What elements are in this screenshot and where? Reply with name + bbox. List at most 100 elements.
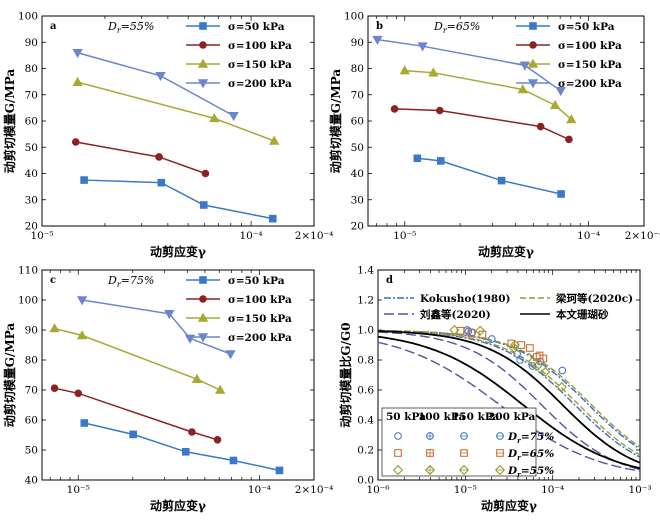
reference-curve [377, 335, 641, 470]
data-point [497, 176, 506, 185]
data-point [228, 111, 239, 122]
data-point [80, 176, 88, 184]
x-axis-label: 动剪应变γ [150, 244, 206, 259]
series-line [75, 141, 206, 175]
legend-marker [494, 464, 506, 476]
reference-curve [377, 330, 641, 458]
data-point [549, 99, 561, 110]
legend-label: σ=50 kPa [558, 21, 615, 33]
marker-legend-row-label: Dr=55% [507, 465, 554, 479]
legend-label: σ=150 kPa [228, 59, 292, 71]
legend-marker [199, 22, 207, 30]
legend-label: σ=100 kPa [558, 40, 622, 52]
y-tick-label: 90 [351, 37, 364, 49]
x-tick-label: 10⁻⁵ [67, 484, 90, 496]
panel-c: 40 50 60 70 80 90 100 110 10⁻⁵ 10⁻⁴ 2×10⁻⁴ 动剪应变γ 动剪切… [2, 265, 333, 514]
y-tick-label: 40 [351, 168, 364, 180]
y-tick-label: 60 [351, 116, 364, 128]
data-point [519, 61, 531, 71]
data-point [129, 430, 137, 439]
legend-label: σ=50 kPa [228, 275, 285, 287]
x-axis-label: 动剪应变γ [478, 244, 534, 259]
y-tick-label: 60 [25, 415, 38, 427]
x-tick-label: 10⁻⁵ [393, 230, 416, 242]
data-point [557, 190, 565, 198]
panel-letter: d [386, 275, 393, 286]
y-tick-label: 90 [25, 325, 38, 337]
legend-label: 梁珂等(2020c) [555, 292, 633, 305]
y-tick-label: 100 [18, 11, 38, 23]
x-tick-label: 10⁻⁴ [240, 230, 263, 242]
series-line [81, 299, 231, 355]
data-point [528, 362, 537, 370]
y-tick-label: 40 [25, 475, 38, 487]
data-point [199, 201, 208, 209]
y-tick-label: 1.2 [357, 295, 374, 307]
data-point [555, 87, 566, 97]
marker-legend-column: 200 kPa [488, 411, 535, 423]
panel-a: 20 30 40 50 60 70 80 90 100 10⁻⁵ 10⁻⁴ 2×10⁻⁴ 动剪应变γ 动剪… [2, 11, 333, 260]
y-axis-label: 动剪切模量G/MPa [328, 69, 343, 174]
series-line [77, 81, 275, 142]
x-tick-label: 2×10⁻⁴ [295, 484, 334, 496]
series-line [377, 38, 562, 92]
y-tick-label: 100 [18, 295, 38, 307]
legend-label: 本文珊瑚砂 [556, 308, 609, 321]
series-line [404, 69, 572, 120]
legend-marker [424, 464, 436, 476]
panel-d: 0.0 0.2 0.4 0.6 0.8 1.0 1.2 1.4 10⁻⁶ 10⁻⁵ 10⁻⁴ 10⁻³… [338, 265, 652, 514]
data-point [49, 323, 60, 333]
marker-legend-box [381, 407, 537, 477]
data-point [201, 169, 210, 178]
legend-marker [199, 276, 207, 284]
x-tick-label: 10⁻⁵ [30, 230, 53, 242]
y-tick-label: 90 [25, 37, 38, 49]
data-point [435, 106, 444, 115]
x-axis-label: 动剪应变γ [481, 498, 537, 513]
x-tick-label: 10⁻⁶ [366, 484, 389, 496]
legend-marker [529, 41, 537, 49]
marker-legend-column: 50 kPa [386, 411, 426, 423]
series-line [84, 179, 273, 220]
panel-letter: a [50, 21, 57, 32]
marker-legend-row-label: Dr=65% [507, 448, 554, 462]
data-point [456, 326, 465, 335]
x-tick-label: 10⁻⁴ [248, 484, 271, 496]
data-point [513, 350, 521, 358]
x-tick-label: 10⁻³ [628, 484, 651, 496]
data-point [487, 335, 496, 343]
legend-marker [527, 79, 539, 89]
series-line [54, 327, 221, 391]
data-point [181, 448, 190, 456]
marker-legend-row-label: Dr=75% [507, 431, 554, 445]
data-point [164, 310, 175, 320]
legend-label: σ=100 kPa [228, 40, 292, 52]
plot-frame [377, 269, 641, 481]
legend-marker [529, 22, 537, 30]
legend-marker [527, 58, 539, 68]
data-point [76, 296, 88, 306]
data-point [449, 324, 460, 336]
data-point [72, 48, 83, 59]
panel-letter: c [50, 275, 56, 286]
legend-label: σ=100 kPa [228, 294, 292, 306]
data-point [413, 154, 422, 163]
x-tick-label: 2×10⁻⁴ [625, 230, 660, 242]
data-point [468, 328, 477, 337]
y-tick-label: 1.0 [357, 325, 374, 337]
y-tick-label: 20 [25, 221, 38, 233]
data-point [74, 389, 83, 398]
data-point [76, 330, 88, 340]
data-point [80, 419, 89, 427]
series-line [394, 108, 570, 141]
data-point [417, 42, 428, 52]
series-line [417, 157, 562, 195]
y-tick-label: 100 [344, 11, 364, 23]
y-tick-label: 30 [351, 194, 364, 206]
data-point [540, 366, 551, 378]
data-point [565, 135, 573, 144]
legend-marker [458, 464, 470, 476]
x-tick-label: 10⁻⁴ [541, 484, 564, 496]
data-point [467, 329, 476, 337]
